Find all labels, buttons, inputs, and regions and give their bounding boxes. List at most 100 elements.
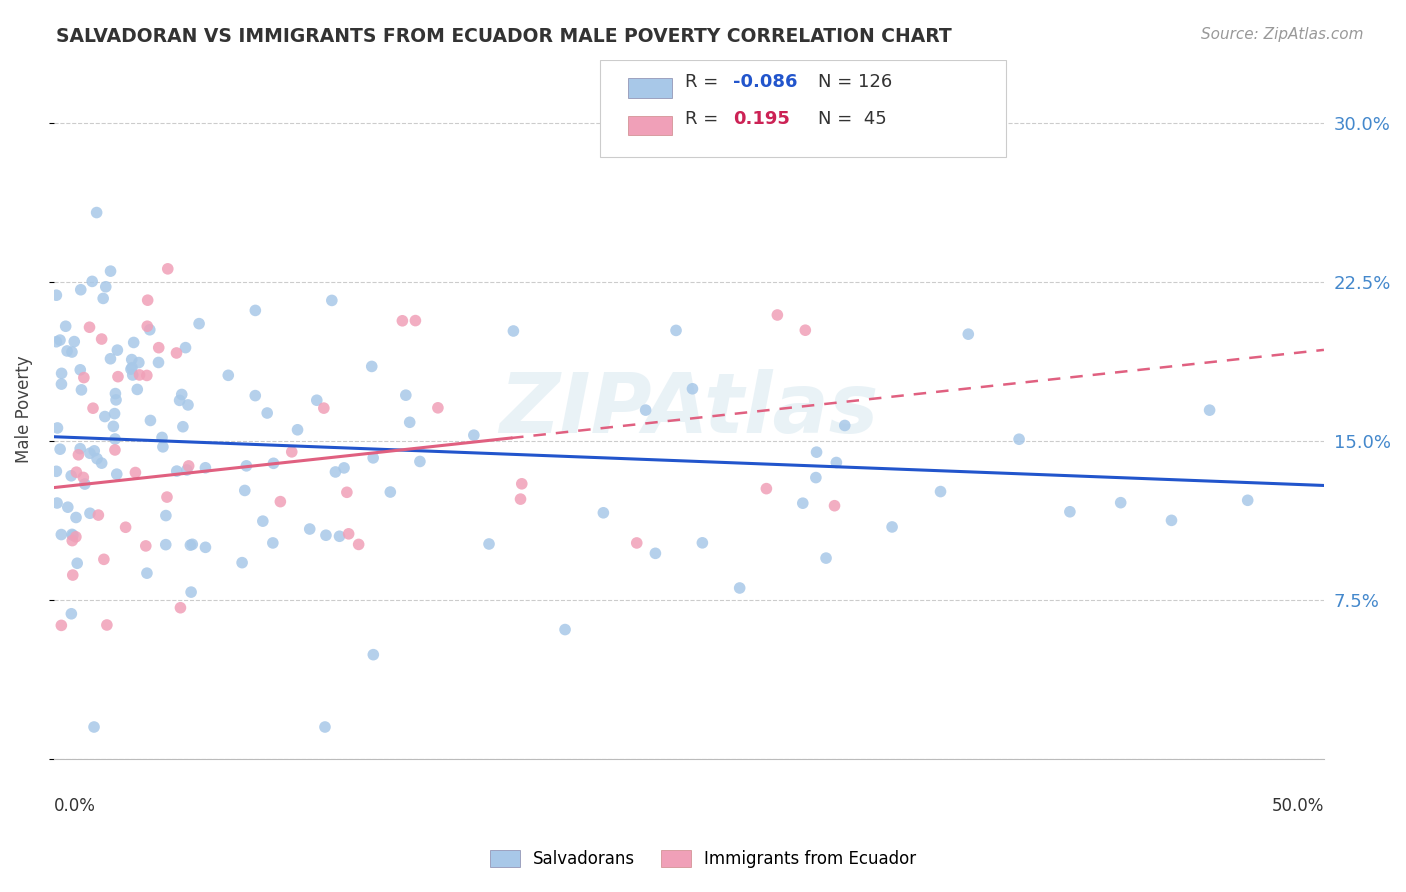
Point (128, 355, 150, 369)
Point (51, 618, 73, 632)
Point (825, 456, 848, 470)
Point (281, 445, 304, 459)
Point (347, 537, 370, 551)
Point (391, 314, 413, 328)
Point (554, 623, 576, 637)
Point (665, 323, 688, 337)
Point (79, 320, 101, 334)
Point (155, 538, 177, 552)
Point (56, 500, 79, 515)
Point (824, 499, 846, 513)
Point (100, 264, 122, 278)
Point (86, 205, 108, 219)
Point (361, 450, 384, 465)
Point (62, 528, 84, 542)
Point (90, 456, 112, 470)
Point (155, 508, 177, 523)
Point (1109, 496, 1132, 510)
Point (70, 383, 93, 397)
Point (72, 470, 94, 484)
Point (177, 458, 200, 473)
Text: 0.0%: 0.0% (53, 797, 96, 815)
Point (269, 494, 291, 508)
Point (235, 458, 257, 473)
Point (56, 343, 79, 358)
Point (150, 430, 173, 444)
Legend: Salvadorans, Immigrants from Ecuador: Salvadorans, Immigrants from Ecuador (484, 843, 922, 875)
Point (91, 292, 114, 306)
Point (404, 313, 426, 327)
Point (105, 392, 128, 407)
Point (104, 386, 127, 401)
Point (51, 377, 73, 392)
Point (60, 533, 83, 548)
Point (86, 451, 108, 466)
FancyBboxPatch shape (628, 78, 672, 98)
Point (94, 409, 117, 424)
Point (156, 261, 179, 276)
Point (626, 536, 648, 550)
Point (67, 448, 90, 462)
Point (94, 279, 117, 293)
Point (152, 440, 174, 454)
Text: 50.0%: 50.0% (1271, 797, 1324, 815)
Point (174, 341, 197, 355)
Point (262, 536, 284, 550)
Point (409, 454, 432, 468)
Point (60, 607, 83, 621)
Point (65, 465, 87, 479)
Point (136, 566, 159, 581)
Point (148, 355, 170, 369)
Point (104, 432, 127, 446)
Point (194, 460, 217, 475)
Point (104, 442, 127, 457)
Point (188, 317, 211, 331)
Point (395, 388, 418, 402)
Point (128, 368, 150, 382)
Point (834, 418, 856, 433)
Text: SALVADORAN VS IMMIGRANTS FROM ECUADOR MALE POVERTY CORRELATION CHART: SALVADORAN VS IMMIGRANTS FROM ECUADOR MA… (56, 27, 952, 45)
Point (79, 506, 101, 520)
Point (114, 520, 136, 534)
Point (73, 477, 96, 491)
Point (380, 485, 402, 500)
Point (180, 585, 202, 599)
Point (312, 401, 335, 416)
Point (321, 293, 343, 308)
Point (121, 352, 143, 367)
Point (929, 484, 952, 499)
Point (105, 467, 128, 482)
Point (83, 720, 105, 734)
Text: 0.195: 0.195 (734, 110, 790, 128)
Point (792, 496, 814, 510)
Point (245, 389, 267, 403)
Point (169, 393, 191, 408)
Point (169, 600, 191, 615)
Point (87, 508, 110, 522)
Point (217, 368, 239, 383)
Point (105, 343, 128, 358)
Point (398, 415, 420, 429)
Point (46, 496, 69, 510)
Point (245, 303, 267, 318)
Point (263, 456, 285, 470)
Point (166, 346, 188, 360)
Point (49, 442, 72, 457)
Point (794, 323, 817, 337)
Point (65, 530, 87, 544)
Point (305, 393, 328, 408)
Point (82, 274, 104, 288)
Text: ZIPAtlas: ZIPAtlas (499, 368, 879, 450)
Point (49, 333, 72, 347)
Point (252, 514, 274, 528)
Point (880, 520, 903, 534)
Point (60, 345, 83, 359)
Point (1236, 493, 1258, 508)
Point (957, 327, 980, 342)
Point (60, 468, 83, 483)
Point (360, 359, 382, 374)
Point (166, 464, 188, 478)
Point (592, 506, 614, 520)
Point (177, 398, 200, 412)
Point (1008, 432, 1031, 446)
